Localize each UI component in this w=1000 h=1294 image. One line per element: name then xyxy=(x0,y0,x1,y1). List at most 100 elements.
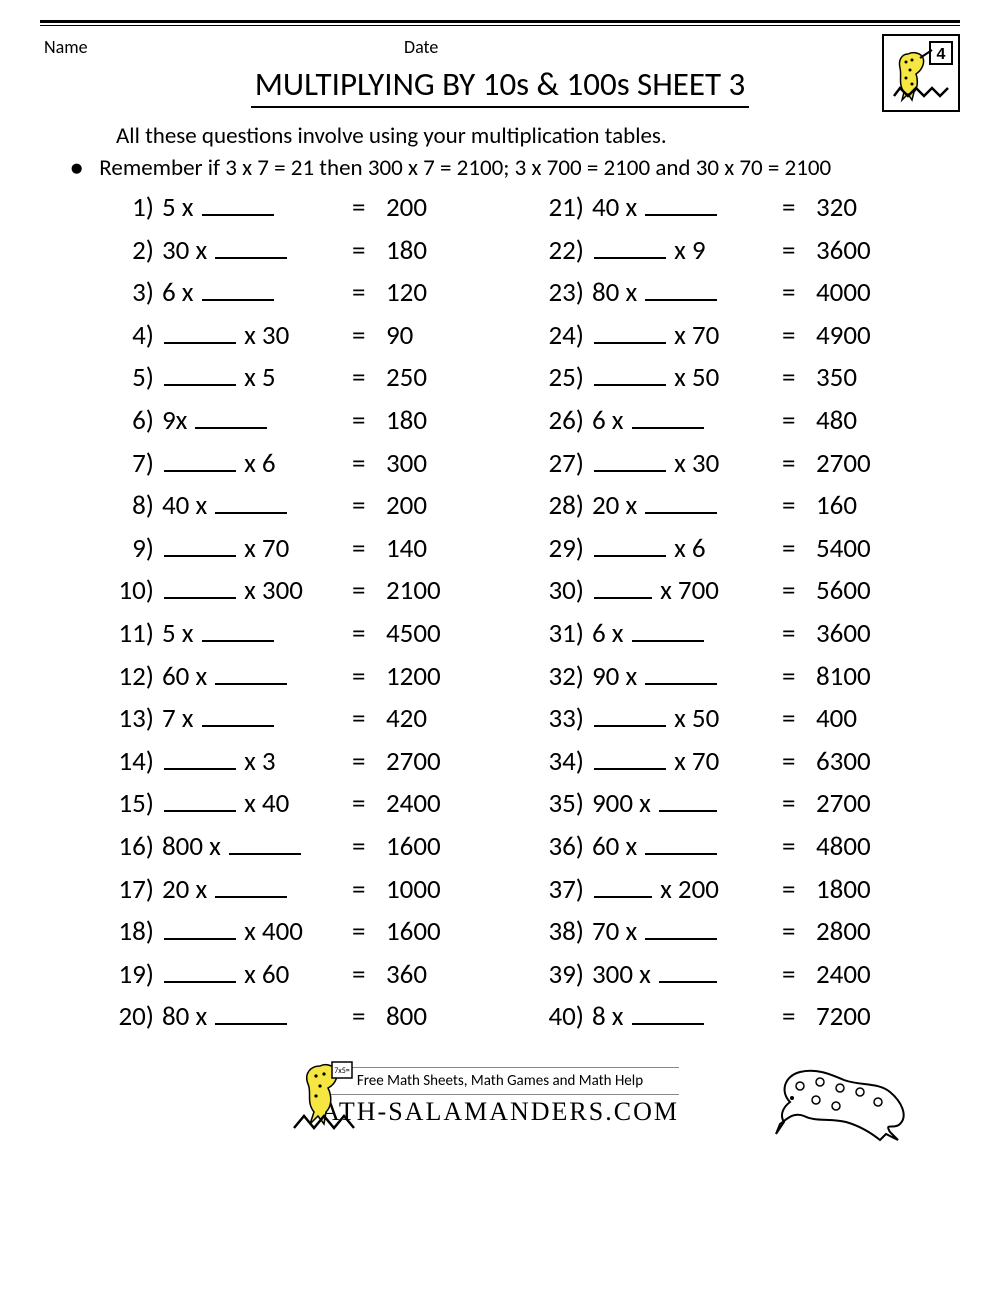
question-number: 8) xyxy=(106,492,162,519)
answer-blank[interactable] xyxy=(594,536,666,557)
equals-sign: = xyxy=(352,194,386,221)
answer-blank[interactable] xyxy=(645,663,717,684)
question-number: 10) xyxy=(106,577,162,604)
question-number: 12) xyxy=(106,663,162,690)
equals-sign: = xyxy=(352,322,386,349)
problems-col-right: 21)40 x =32022) x 9=360023)80 x =400024)… xyxy=(536,194,906,1030)
result-value: 8100 xyxy=(816,663,906,690)
result-value: 180 xyxy=(386,237,476,264)
answer-blank[interactable] xyxy=(645,834,717,855)
answer-blank[interactable] xyxy=(164,451,236,472)
question-number: 32) xyxy=(536,663,592,690)
equals-sign: = xyxy=(352,237,386,264)
answer-blank[interactable] xyxy=(195,408,267,429)
answer-blank[interactable] xyxy=(215,1004,287,1025)
problems-grid: 1)5 x =2002)30 x =1803)6 x =1204) x 30=9… xyxy=(106,194,960,1030)
answer-blank[interactable] xyxy=(659,791,717,812)
result-value: 2700 xyxy=(816,450,906,477)
question-expression: 80 x xyxy=(162,1003,352,1030)
question-expression: x 30 xyxy=(592,450,782,477)
question-number: 33) xyxy=(536,705,592,732)
question-expression: 900 x xyxy=(592,790,782,817)
salamander-right-icon xyxy=(770,1052,920,1147)
answer-blank[interactable] xyxy=(594,578,652,599)
answer-blank[interactable] xyxy=(164,323,236,344)
equals-sign: = xyxy=(782,407,816,434)
answer-blank[interactable] xyxy=(594,365,666,386)
answer-blank[interactable] xyxy=(164,791,236,812)
answer-blank[interactable] xyxy=(164,962,236,983)
equals-sign: = xyxy=(782,833,816,860)
result-value: 1200 xyxy=(386,663,476,690)
answer-blank[interactable] xyxy=(202,706,274,727)
equals-sign: = xyxy=(782,705,816,732)
answer-blank[interactable] xyxy=(164,536,236,557)
result-value: 3600 xyxy=(816,237,906,264)
result-value: 4800 xyxy=(816,833,906,860)
name-label: Name xyxy=(44,36,404,58)
question-expression: 8 x xyxy=(592,1003,782,1030)
answer-blank[interactable] xyxy=(164,919,236,940)
question-number: 39) xyxy=(536,961,592,988)
answer-blank[interactable] xyxy=(215,876,287,897)
footer: 7x5= Free Math Sheets, Math Games and Ma… xyxy=(40,1052,960,1142)
question-expression: 6 x xyxy=(592,407,782,434)
equals-sign: = xyxy=(782,492,816,519)
question-expression: x 70 xyxy=(592,322,782,349)
question-number: 11) xyxy=(106,620,162,647)
answer-blank[interactable] xyxy=(164,365,236,386)
answer-blank[interactable] xyxy=(645,493,717,514)
answer-blank[interactable] xyxy=(202,621,274,642)
result-value: 200 xyxy=(386,492,476,519)
answer-blank[interactable] xyxy=(659,962,717,983)
equals-sign: = xyxy=(352,364,386,391)
question-expression: x 50 xyxy=(592,364,782,391)
answer-blank[interactable] xyxy=(215,238,287,259)
answer-blank[interactable] xyxy=(594,749,666,770)
answer-blank[interactable] xyxy=(645,195,717,216)
answer-blank[interactable] xyxy=(202,280,274,301)
answer-blank[interactable] xyxy=(594,238,666,259)
question-expression: x 5 xyxy=(162,364,352,391)
equals-sign: = xyxy=(352,663,386,690)
answer-blank[interactable] xyxy=(202,195,274,216)
answer-blank[interactable] xyxy=(632,621,704,642)
page-title: MULTIPLYING BY 10s & 100s SHEET 3 xyxy=(251,64,750,108)
result-value: 90 xyxy=(386,322,476,349)
question-number: 40) xyxy=(536,1003,592,1030)
answer-blank[interactable] xyxy=(594,876,652,897)
result-value: 2800 xyxy=(816,918,906,945)
question-expression: 30 x xyxy=(162,237,352,264)
question-expression: 20 x xyxy=(592,492,782,519)
question-number: 37) xyxy=(536,876,592,903)
result-value: 140 xyxy=(386,535,476,562)
result-value: 480 xyxy=(816,407,906,434)
grade-logo: 4 xyxy=(882,34,960,112)
answer-blank[interactable] xyxy=(164,749,236,770)
question-expression: 6 x xyxy=(592,620,782,647)
answer-blank[interactable] xyxy=(215,663,287,684)
result-value: 360 xyxy=(386,961,476,988)
answer-blank[interactable] xyxy=(164,578,236,599)
answer-blank[interactable] xyxy=(632,408,704,429)
equals-sign: = xyxy=(782,535,816,562)
question-number: 34) xyxy=(536,748,592,775)
answer-blank[interactable] xyxy=(594,706,666,727)
answer-blank[interactable] xyxy=(645,280,717,301)
question-number: 13) xyxy=(106,705,162,732)
answer-blank[interactable] xyxy=(229,834,301,855)
question-number: 2) xyxy=(106,237,162,264)
question-expression: 5 x xyxy=(162,620,352,647)
question-expression: 70 x xyxy=(592,918,782,945)
question-expression: 90 x xyxy=(592,663,782,690)
question-number: 30) xyxy=(536,577,592,604)
answer-blank[interactable] xyxy=(632,1004,704,1025)
equals-sign: = xyxy=(352,279,386,306)
question-number: 25) xyxy=(536,364,592,391)
answer-blank[interactable] xyxy=(594,451,666,472)
answer-blank[interactable] xyxy=(215,493,287,514)
question-number: 16) xyxy=(106,833,162,860)
result-value: 7200 xyxy=(816,1003,906,1030)
answer-blank[interactable] xyxy=(645,919,717,940)
answer-blank[interactable] xyxy=(594,323,666,344)
